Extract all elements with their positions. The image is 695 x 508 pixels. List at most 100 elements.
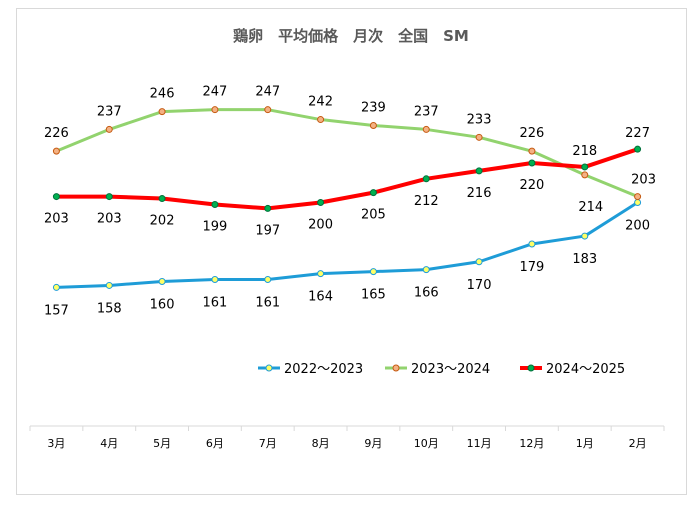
- data-label: 212: [414, 194, 439, 209]
- data-label: 203: [44, 212, 69, 227]
- data-point: [634, 145, 642, 153]
- data-label: 183: [572, 252, 597, 267]
- data-point: [317, 199, 325, 206]
- data-point: [52, 193, 60, 201]
- data-label: 203: [97, 212, 122, 227]
- data-label: 216: [467, 186, 492, 201]
- data-label: 165: [361, 288, 386, 303]
- x-tick-label: 1月: [576, 437, 594, 450]
- data-point: [317, 270, 325, 278]
- x-tick-label: 3月: [47, 437, 65, 450]
- legend: 2022～2023 2023～2024 2024～2025: [258, 362, 625, 377]
- data-point: [475, 133, 483, 141]
- data-point: [475, 167, 483, 175]
- x-tick-label: 6月: [206, 437, 224, 450]
- data-label: 220: [520, 178, 545, 193]
- data-label: 197: [255, 223, 280, 238]
- data-label: 237: [414, 104, 439, 119]
- series-2024～2025: [52, 145, 642, 212]
- data-point: [211, 276, 219, 284]
- x-tick-label: 11月: [467, 437, 492, 450]
- legend-marker: [527, 364, 535, 372]
- data-label: 170: [467, 278, 492, 293]
- data-label: 161: [203, 296, 228, 311]
- data-point: [422, 266, 430, 274]
- series-line: [54, 201, 640, 289]
- x-tick-label: 5月: [153, 437, 171, 450]
- data-label: 239: [361, 100, 386, 115]
- data-point: [52, 283, 60, 291]
- data-point: [211, 106, 219, 114]
- data-label: 200: [308, 218, 333, 233]
- legend-marker: [392, 364, 400, 372]
- data-label: 226: [44, 126, 69, 141]
- data-label: 157: [44, 303, 69, 318]
- x-axis: 3月 4月 5月 6月 7月 8月 9月 10月 11月 12月 1月 2月: [29, 425, 665, 450]
- data-point: [528, 147, 536, 155]
- data-point: [317, 116, 325, 124]
- data-point: [158, 195, 166, 203]
- x-tick-label: 9月: [364, 437, 382, 450]
- data-label: 242: [308, 95, 333, 110]
- data-label: 199: [203, 219, 228, 234]
- x-tick-label: 12月: [519, 437, 544, 450]
- data-label: 246: [150, 87, 175, 102]
- data-point: [581, 171, 589, 179]
- series-2022～2023: [52, 199, 642, 291]
- x-tick-label: 10月: [414, 437, 439, 450]
- legend-label: 2022～2023: [284, 362, 363, 377]
- data-point: [528, 159, 536, 167]
- x-tick-label: 4月: [100, 437, 118, 450]
- data-label: 202: [150, 214, 175, 229]
- legend-label: 2023～2024: [411, 362, 490, 377]
- data-label: 226: [520, 126, 545, 141]
- data-label: 233: [467, 112, 492, 127]
- data-label: 200: [625, 219, 650, 234]
- data-point: [581, 232, 589, 240]
- data-label: 164: [308, 290, 333, 305]
- chart-frame: [16, 8, 687, 495]
- x-tick-label: 7月: [259, 437, 277, 450]
- data-point: [52, 147, 60, 155]
- data-point: [422, 175, 430, 183]
- data-point: [369, 189, 377, 197]
- data-label: 237: [97, 104, 122, 119]
- data-label: 247: [255, 85, 280, 100]
- data-point: [211, 200, 219, 208]
- data-label: 166: [414, 286, 439, 301]
- data-label: 160: [150, 298, 175, 313]
- data-label: 227: [625, 126, 650, 141]
- data-label: 158: [97, 301, 122, 316]
- data-point: [369, 121, 377, 129]
- x-tick-label: 2月: [629, 437, 647, 450]
- data-point: [581, 163, 589, 171]
- data-point: [158, 108, 166, 116]
- data-label: 218: [572, 144, 597, 159]
- data-point: [105, 281, 113, 289]
- series-line: [54, 147, 640, 211]
- data-label: 205: [361, 208, 386, 223]
- series-2023～2024: [52, 106, 642, 201]
- series-line: [54, 108, 640, 199]
- series-layer: [52, 106, 642, 291]
- data-point: [105, 193, 113, 201]
- data-point: [634, 199, 642, 206]
- data-point: [422, 125, 430, 133]
- x-tick-label: 8月: [312, 437, 330, 450]
- data-point: [158, 278, 166, 285]
- data-label: 179: [520, 260, 545, 275]
- data-point: [475, 258, 483, 266]
- chart-title: 鶏卵 平均価格 月次 全国 SM: [233, 27, 469, 45]
- data-point: [369, 268, 377, 276]
- data-label: 214: [578, 200, 603, 215]
- data-labels: 157 158 160 161 161 164 165 166 170 179 183 200 226 2…: [44, 85, 656, 319]
- legend-label: 2024～2025: [546, 362, 625, 377]
- data-label: 247: [203, 85, 228, 100]
- data-label: 203: [631, 173, 656, 188]
- data-label: 161: [255, 296, 280, 311]
- data-point: [634, 193, 642, 201]
- legend-marker: [265, 364, 273, 372]
- data-point: [264, 204, 272, 212]
- data-point: [105, 125, 113, 133]
